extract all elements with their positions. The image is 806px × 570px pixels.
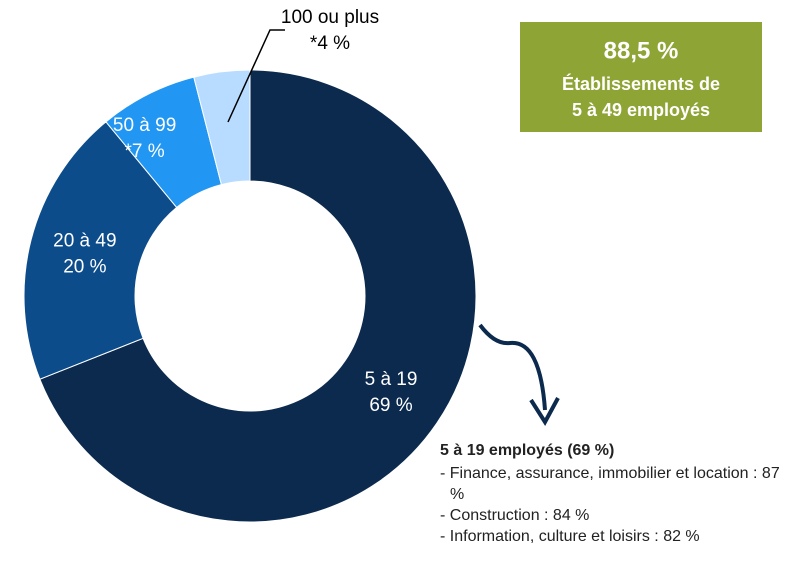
slice-label: 50 à 99 bbox=[113, 115, 176, 136]
slice-value: *7 % bbox=[125, 141, 165, 162]
note-item: - Construction : 84 % bbox=[440, 507, 590, 524]
callout-line: 5 à 49 employés bbox=[572, 100, 710, 120]
slice-label: 20 à 49 bbox=[53, 231, 116, 252]
note-item: - Finance, assurance, immobilier et loca… bbox=[440, 465, 780, 503]
arrow bbox=[478, 323, 547, 411]
note: 5 à 19 employés (69 %) - Finance, assura… bbox=[440, 440, 785, 547]
callout-value: 88,5 % bbox=[604, 37, 679, 64]
arrow-head bbox=[529, 397, 560, 426]
slice-label: 5 à 19 bbox=[365, 369, 418, 390]
slice bbox=[39, 69, 477, 523]
slice-value: *4 % bbox=[310, 33, 350, 54]
slice-value: 20 % bbox=[63, 257, 106, 278]
callout-line: Établissements de bbox=[562, 73, 720, 94]
note-item: - Information, culture et loisirs : 82 % bbox=[440, 528, 700, 545]
slice bbox=[23, 121, 178, 380]
leader-line bbox=[227, 29, 285, 123]
callout-box bbox=[520, 22, 762, 132]
slice-label: 100 ou plus bbox=[281, 7, 379, 28]
donut bbox=[23, 69, 477, 523]
slice-value: 69 % bbox=[369, 395, 412, 416]
note-title: 5 à 19 employés (69 %) bbox=[440, 442, 615, 459]
slice bbox=[193, 69, 251, 186]
